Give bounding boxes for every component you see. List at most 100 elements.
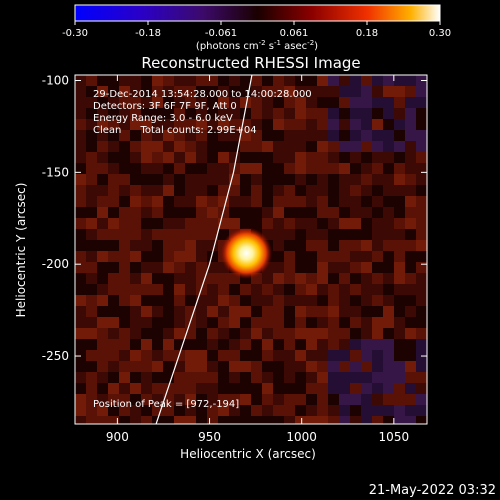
- noise-cell: [405, 218, 416, 229]
- noise-cell: [251, 405, 262, 416]
- noise-cell: [251, 339, 262, 350]
- noise-cell: [372, 306, 383, 317]
- noise-cell: [262, 295, 273, 306]
- noise-cell: [174, 196, 185, 207]
- noise-cell: [383, 229, 394, 240]
- noise-cell: [416, 361, 427, 372]
- noise-cell: [383, 405, 394, 416]
- noise-cell: [152, 306, 163, 317]
- noise-cell: [383, 372, 394, 383]
- colorbar-tick-label: 0.30: [429, 28, 451, 39]
- noise-cell: [339, 240, 350, 251]
- noise-cell: [207, 361, 218, 372]
- noise-cell: [174, 141, 185, 152]
- noise-cell: [383, 152, 394, 163]
- noise-cell: [405, 350, 416, 361]
- noise-cell: [163, 284, 174, 295]
- noise-cell: [339, 262, 350, 273]
- noise-cell: [295, 86, 306, 97]
- noise-cell: [306, 218, 317, 229]
- noise-cell: [86, 306, 97, 317]
- noise-cell: [317, 405, 328, 416]
- noise-cell: [284, 86, 295, 97]
- noise-cell: [273, 361, 284, 372]
- noise-cell: [284, 218, 295, 229]
- noise-cell: [97, 141, 108, 152]
- noise-cell: [306, 240, 317, 251]
- noise-cell: [317, 218, 328, 229]
- noise-cell: [295, 185, 306, 196]
- noise-cell: [207, 152, 218, 163]
- noise-cell: [185, 416, 196, 424]
- noise-cell: [152, 152, 163, 163]
- noise-cell: [383, 185, 394, 196]
- noise-cell: [372, 251, 383, 262]
- noise-cell: [251, 130, 262, 141]
- noise-cell: [174, 328, 185, 339]
- noise-cell: [273, 152, 284, 163]
- noise-cell: [130, 97, 141, 108]
- noise-cell: [273, 339, 284, 350]
- noise-cell: [372, 141, 383, 152]
- noise-cell: [405, 295, 416, 306]
- noise-cell: [185, 218, 196, 229]
- noise-cell: [383, 174, 394, 185]
- noise-cell: [339, 339, 350, 350]
- noise-cell: [207, 240, 218, 251]
- noise-cell: [295, 394, 306, 405]
- noise-cell: [229, 86, 240, 97]
- noise-cell: [405, 306, 416, 317]
- noise-cell: [328, 163, 339, 174]
- noise-cell: [372, 185, 383, 196]
- noise-cell: [119, 174, 130, 185]
- noise-cell: [196, 394, 207, 405]
- noise-cell: [284, 251, 295, 262]
- noise-cell: [317, 339, 328, 350]
- noise-cell: [207, 141, 218, 152]
- colorbar-tick-label: -0.061: [205, 28, 237, 39]
- noise-cell: [317, 163, 328, 174]
- noise-cell: [86, 86, 97, 97]
- noise-cell: [86, 75, 97, 86]
- noise-cell: [86, 119, 97, 130]
- noise-cell: [361, 229, 372, 240]
- noise-cell: [130, 416, 141, 424]
- noise-cell: [152, 350, 163, 361]
- noise-cell: [251, 218, 262, 229]
- noise-cell: [174, 119, 185, 130]
- noise-cell: [295, 141, 306, 152]
- noise-cell: [86, 262, 97, 273]
- noise-cell: [141, 97, 152, 108]
- noise-cell: [130, 229, 141, 240]
- noise-cell: [130, 218, 141, 229]
- noise-cell: [75, 350, 86, 361]
- noise-cell: [163, 251, 174, 262]
- noise-cell: [86, 141, 97, 152]
- noise-cell: [196, 240, 207, 251]
- noise-cell: [196, 207, 207, 218]
- noise-cell: [97, 394, 108, 405]
- noise-cell: [339, 185, 350, 196]
- noise-cell: [207, 108, 218, 119]
- noise-cell: [273, 394, 284, 405]
- noise-cell: [86, 251, 97, 262]
- colorbar-tick-label: -0.18: [135, 28, 161, 39]
- chart-title: Reconstructed RHESSI Image: [141, 54, 360, 72]
- noise-cell: [350, 207, 361, 218]
- noise-cell: [405, 229, 416, 240]
- noise-cell: [262, 339, 273, 350]
- noise-cell: [350, 328, 361, 339]
- noise-cell: [163, 350, 174, 361]
- noise-cell: [306, 361, 317, 372]
- noise-cell: [196, 97, 207, 108]
- noise-cell: [295, 361, 306, 372]
- noise-cell: [361, 207, 372, 218]
- noise-cell: [361, 141, 372, 152]
- noise-cell: [196, 383, 207, 394]
- noise-cell: [152, 383, 163, 394]
- noise-cell: [97, 86, 108, 97]
- noise-cell: [97, 130, 108, 141]
- noise-cell: [119, 218, 130, 229]
- noise-cell: [317, 207, 328, 218]
- noise-cell: [394, 218, 405, 229]
